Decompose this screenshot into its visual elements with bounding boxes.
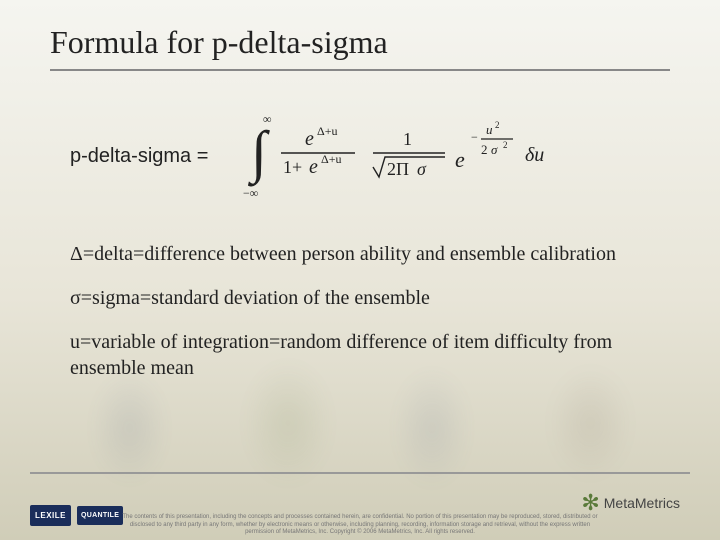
exp-base: e	[455, 147, 465, 172]
svg-text:∫: ∫	[247, 119, 270, 187]
f1-num-exp: Δ+u	[317, 124, 337, 138]
svg-text:σ: σ	[491, 142, 498, 157]
footer-rule	[30, 472, 690, 474]
exp-num-sup: 2	[495, 120, 500, 130]
lexile-logo: LEXILE	[30, 505, 71, 526]
formula-label: p-delta-sigma =	[70, 145, 208, 168]
exp-den-sup: 2	[503, 140, 508, 150]
slide: Formula for p-delta-sigma p-delta-sigma …	[0, 0, 720, 540]
formula-svg: ∫ ∞ −∞ e Δ+u 1+ e Δ+u 1 2Π σ e − u 2 2 σ	[233, 111, 593, 201]
quantile-logo: QUANTILE	[77, 506, 123, 525]
logos-left: LEXILE QUANTILE	[30, 505, 123, 526]
diff: δu	[525, 144, 544, 166]
def-u: u=variable of integration=random differe…	[50, 329, 670, 381]
title-rule	[50, 69, 670, 71]
svg-text:σ: σ	[417, 159, 427, 179]
asterisk-icon: ✻	[581, 492, 599, 514]
exp-num: u	[486, 122, 493, 137]
int-lower: −∞	[243, 186, 258, 200]
f1-den-base: e	[309, 156, 318, 178]
int-upper: ∞	[263, 112, 272, 126]
metametrics-logo: ✻ MetaMetrics	[581, 492, 680, 514]
copyright-text: The contents of this presentation, inclu…	[120, 514, 600, 536]
svg-text:2: 2	[481, 142, 488, 157]
exp-neg: −	[471, 130, 478, 144]
f2-num: 1	[403, 129, 412, 149]
f1-den-pre: 1+	[283, 157, 302, 177]
footer: LEXILE QUANTILE ✻ MetaMetrics The conten…	[0, 472, 720, 540]
slide-title: Formula for p-delta-sigma	[50, 24, 670, 61]
def-delta: Δ=delta=difference between person abilit…	[50, 241, 670, 267]
svg-text:2Π: 2Π	[387, 159, 409, 179]
f1-den-exp: Δ+u	[321, 152, 341, 166]
metametrics-text: MetaMetrics	[604, 495, 680, 511]
f1-num-base: e	[305, 128, 314, 150]
formula-row: p-delta-sigma = ∫ ∞ −∞ e Δ+u 1+ e Δ+u 1 …	[50, 111, 670, 201]
def-sigma: σ=sigma=standard deviation of the ensemb…	[50, 285, 670, 311]
